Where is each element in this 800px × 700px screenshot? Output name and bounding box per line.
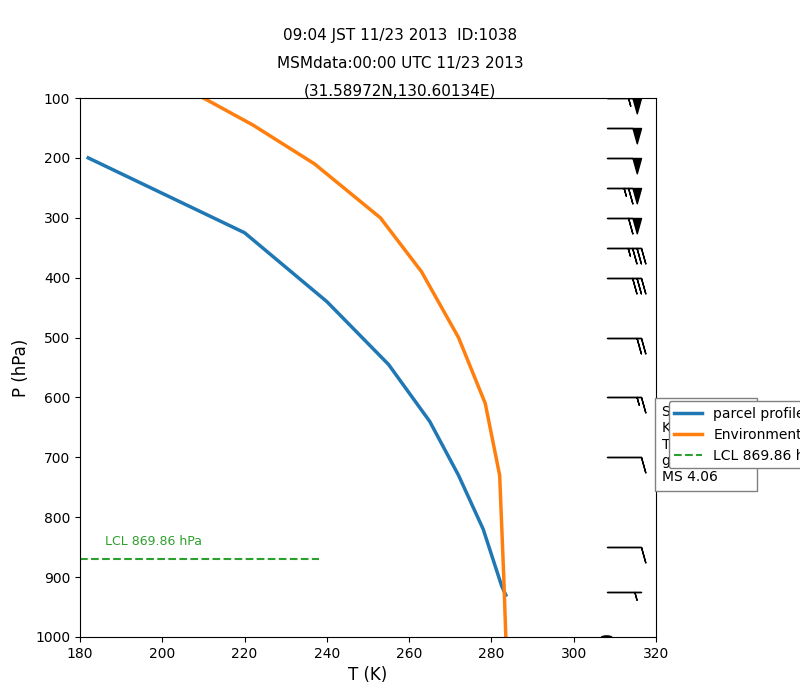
parcel profile <box>240 228 250 237</box>
parcel profile <box>322 298 332 306</box>
parcel profile <box>384 360 394 369</box>
Environment <box>454 333 463 342</box>
parcel profile <box>478 525 488 533</box>
Environment <box>499 573 509 581</box>
Text: 09:04 JST 11/23 2013  ID:1038: 09:04 JST 11/23 2013 ID:1038 <box>283 28 517 43</box>
Text: LCL 869.86 hPa: LCL 869.86 hPa <box>105 536 202 548</box>
Text: MSMdata:00:00 UTC 11/23 2013: MSMdata:00:00 UTC 11/23 2013 <box>277 56 523 71</box>
Environment <box>417 267 426 276</box>
Line: Environment: Environment <box>203 98 506 637</box>
parcel profile <box>454 471 463 480</box>
Environment <box>248 120 258 129</box>
Environment <box>310 160 319 168</box>
Environment <box>375 214 385 222</box>
parcel profile <box>501 591 510 599</box>
parcel profile <box>497 582 506 590</box>
Environment <box>481 399 490 407</box>
Text: SSI 14.57
KI -58.24
TT 5.46
g500BS 21.6
MS 4.06: SSI 14.57 KI -58.24 TT 5.46 g500BS 21.6 … <box>662 405 750 484</box>
parcel profile <box>83 154 93 162</box>
Environment <box>495 471 505 480</box>
Line: parcel profile: parcel profile <box>88 158 506 595</box>
Y-axis label: P (hPa): P (hPa) <box>11 338 30 397</box>
Environment <box>198 94 208 102</box>
Legend: parcel profile, Environment, LCL 869.86 hPa: parcel profile, Environment, LCL 869.86 … <box>669 401 800 468</box>
Environment <box>501 633 510 641</box>
parcel profile <box>425 417 434 426</box>
Text: (31.58972N,130.60134E): (31.58972N,130.60134E) <box>304 84 496 99</box>
X-axis label: T (K): T (K) <box>348 666 388 685</box>
